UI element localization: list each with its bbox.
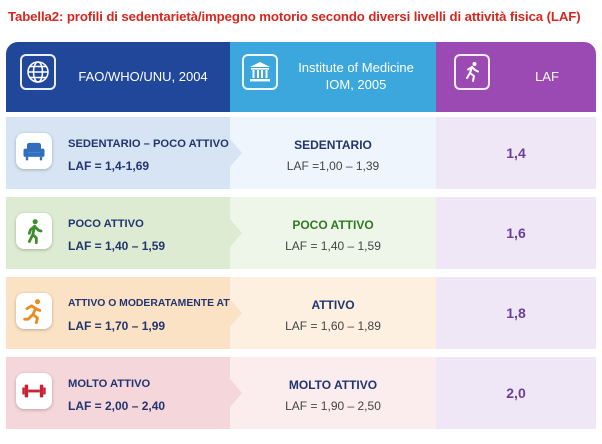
header-iom-line1: Institute of Medicine (298, 60, 414, 75)
fao-profile-label: SEDENTARIO – POCO ATTIVO (68, 138, 229, 150)
header-fao: FAO/WHO/UNU, 2004 (6, 42, 230, 112)
fao-profile-label: ATTIVO O MODERATAMENTE ATTIVO (68, 298, 254, 309)
iom-cell: SEDENTARIO LAF =1,00 – 1,39 (230, 117, 436, 189)
fao-laf-range: LAF = 1,70 – 1,99 (68, 319, 166, 333)
iom-laf-range: LAF =1,00 – 1,39 (286, 159, 380, 173)
laf-cell: 1,4 (436, 117, 596, 189)
fao-laf-range: LAF = 1,4-1,69 (68, 159, 150, 173)
row-arrow (230, 299, 242, 327)
iom-profile-label: POCO ATTIVO (292, 218, 374, 232)
iom-profile-label: ATTIVO (311, 298, 355, 312)
laf-cell: 2,0 (436, 357, 596, 429)
laf-value: 1,4 (506, 145, 526, 161)
table-row-attivo: ATTIVO O MODERATAMENTE ATTIVO LAF = 1,70… (6, 277, 596, 349)
laf-cell: 1,6 (436, 197, 596, 269)
fao-laf-range: LAF = 2,00 – 2,40 (68, 399, 166, 413)
table-title: Tabella2: profili di sedentarietà/impegn… (8, 9, 581, 24)
laf-cell: 1,8 (436, 277, 596, 349)
row-arrow (230, 379, 242, 407)
row-arrow (230, 219, 242, 247)
fao-laf-range: LAF = 1,40 – 1,59 (68, 239, 166, 253)
table-row-molto-attivo: MOLTO ATTIVO LAF = 2,00 – 2,40 MOLTO ATT… (6, 357, 596, 429)
walking-person-icon (16, 213, 52, 249)
iom-cell: MOLTO ATTIVO LAF = 1,90 – 2,50 (230, 357, 436, 429)
iom-cell: ATTIVO LAF = 1,60 – 1,89 (230, 277, 436, 349)
institution-icon (242, 54, 278, 90)
dumbbell-icon (16, 373, 52, 409)
table-row-poco-attivo: POCO ATTIVO LAF = 1,40 – 1,59 POCO ATTIV… (6, 197, 596, 269)
iom-profile-label: MOLTO ATTIVO (288, 378, 378, 392)
fao-cell: ATTIVO O MODERATAMENTE ATTIVO LAF = 1,70… (6, 277, 254, 349)
running-person-icon (16, 293, 52, 329)
header-laf-label: LAF (535, 69, 559, 84)
header-fao-label: FAO/WHO/UNU, 2004 (78, 69, 208, 84)
fao-cell: POCO ATTIVO LAF = 1,40 – 1,59 (6, 197, 230, 269)
iom-laf-range: LAF = 1,60 – 1,89 (285, 319, 381, 333)
fao-cell: SEDENTARIO – POCO ATTIVO LAF = 1,4-1,69 (6, 117, 230, 189)
header-iom: Institute of Medicine IOM, 2005 (230, 42, 436, 112)
fao-profile-label: POCO ATTIVO (68, 218, 144, 230)
header-iom-line2: IOM, 2005 (325, 77, 387, 92)
runner-icon (454, 54, 490, 90)
iom-laf-range: LAF = 1,90 – 2,50 (285, 399, 381, 413)
globe-icon (20, 54, 56, 90)
iom-cell: POCO ATTIVO LAF = 1,40 – 1,59 (230, 197, 436, 269)
table-row-sedentario: SEDENTARIO – POCO ATTIVO LAF = 1,4-1,69 … (6, 117, 596, 189)
laf-value: 1,8 (506, 305, 526, 321)
iom-profile-label: SEDENTARIO (294, 138, 372, 152)
fao-cell: MOLTO ATTIVO LAF = 2,00 – 2,40 (6, 357, 230, 429)
laf-value: 2,0 (506, 385, 526, 401)
row-arrow (230, 139, 242, 167)
armchair-icon (16, 133, 52, 169)
header-laf: LAF (436, 42, 596, 112)
fao-profile-label: MOLTO ATTIVO (68, 378, 151, 390)
laf-value: 1,6 (506, 225, 526, 241)
header-iom-label: Institute of Medicine IOM, 2005 (282, 59, 430, 93)
iom-laf-range: LAF = 1,40 – 1,59 (285, 239, 381, 253)
